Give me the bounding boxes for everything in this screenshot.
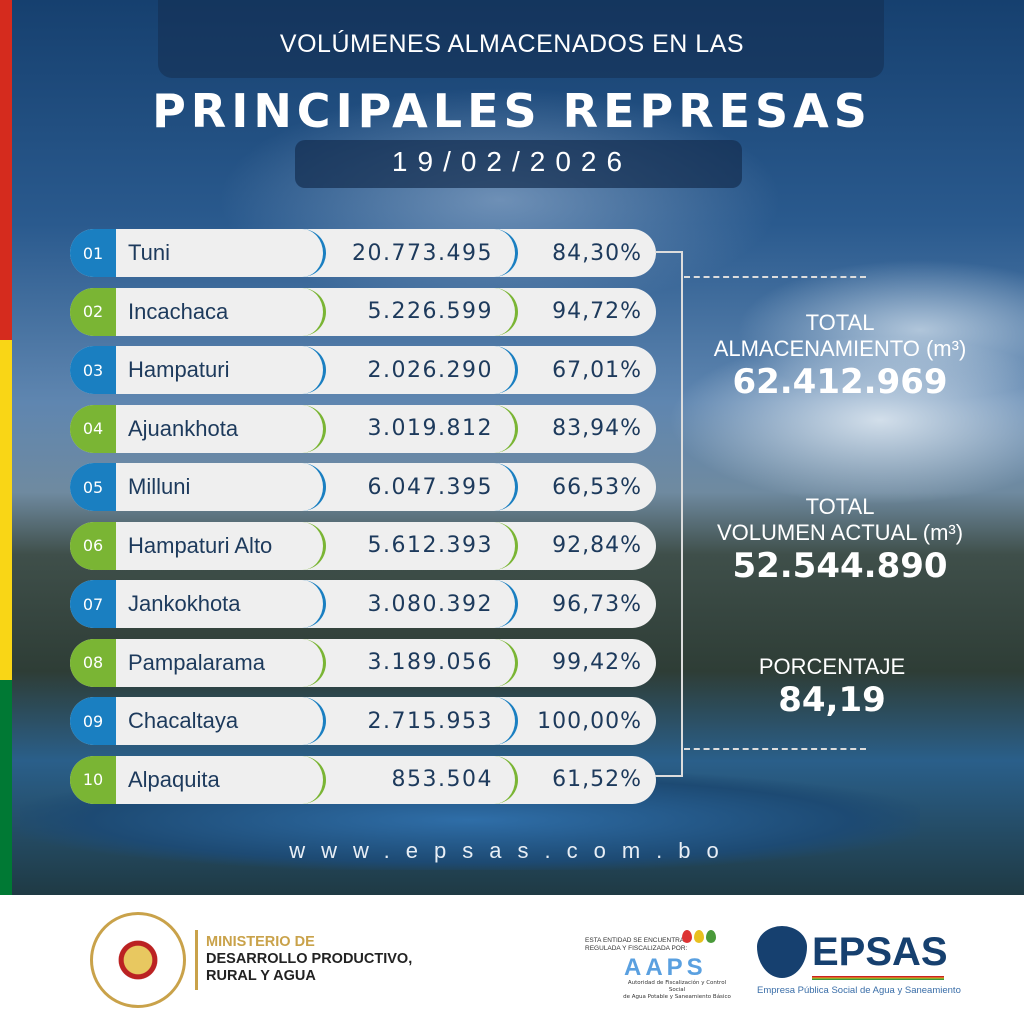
reservoir-name: Milluni bbox=[128, 463, 326, 511]
table-row: 08 Pampalarama 3.189.056 99,42% bbox=[70, 638, 656, 687]
total-storage-value: 62.412.969 bbox=[732, 362, 948, 402]
reservoir-percent: 61,52% bbox=[552, 767, 642, 792]
aaps-logo: AAPS bbox=[624, 954, 707, 981]
ministry-line-1: MINISTERIO DE bbox=[206, 934, 315, 950]
divider bbox=[195, 930, 198, 990]
row-number: 06 bbox=[70, 521, 116, 570]
aaps-caption-2: REGULADA Y FISCALIZADA POR: bbox=[585, 945, 688, 952]
reservoir-percent: 92,84% bbox=[552, 533, 642, 558]
aaps-description: Autoridad de Fiscalización y Control Soc… bbox=[622, 980, 732, 1001]
row-number: 02 bbox=[70, 287, 116, 336]
subtitle: VOLÚMENES ALMACENADOS EN LAS bbox=[279, 30, 745, 58]
total-volume: TOTAL VOLUMEN ACTUAL (m³) 52.544.890 bbox=[680, 494, 1000, 586]
ministry-line-3: RURAL Y AGUA bbox=[206, 968, 316, 984]
water-drop-icon bbox=[757, 926, 807, 978]
reservoir-name: Jankokhota bbox=[128, 580, 326, 628]
date-box bbox=[295, 140, 742, 188]
reservoir-percent: 66,53% bbox=[552, 474, 642, 500]
website-link[interactable]: www.epsas.com.bo bbox=[289, 838, 735, 863]
row-number: 10 bbox=[70, 755, 116, 804]
aaps-desc-2: de Agua Potable y Saneamiento Básico bbox=[623, 994, 731, 1000]
total-volume-value: 52.544.890 bbox=[732, 546, 948, 586]
percentage: PORCENTAJE 84,19 bbox=[672, 654, 992, 720]
row-number: 08 bbox=[70, 638, 116, 687]
row-number: 05 bbox=[70, 463, 116, 511]
row-number: 07 bbox=[70, 580, 116, 628]
flag-stripe-green bbox=[0, 680, 12, 895]
table-row: 02 Incachaca 5.226.599 94,72% bbox=[70, 287, 656, 336]
row-number: 01 bbox=[70, 229, 116, 277]
bracket-line bbox=[655, 251, 683, 777]
table-row: 04 Ajuankhota 3.019.812 83,94% bbox=[70, 404, 656, 453]
table-row: 09 Chacaltaya 2.715.953 100,00% bbox=[70, 697, 656, 745]
reservoir-volume: 853.504 bbox=[326, 755, 518, 804]
reservoir-percent: 84,30% bbox=[552, 240, 642, 266]
epsas-logo: EPSAS bbox=[812, 930, 948, 974]
aaps-desc-1: Autoridad de Fiscalización y Control Soc… bbox=[627, 980, 727, 993]
date: 19/02/2026 bbox=[391, 146, 633, 177]
epsas-flag-bar bbox=[812, 976, 944, 980]
table-row: 01 Tuni 20.773.495 84,30% bbox=[70, 229, 656, 277]
ministry-line-2: DESARROLLO PRODUCTIVO, bbox=[206, 951, 413, 967]
divider bbox=[684, 748, 866, 750]
table-row: 05 Milluni 6.047.395 66,53% bbox=[70, 463, 656, 511]
table-row: 10 Alpaquita 853.504 61,52% bbox=[70, 755, 656, 804]
reservoir-volume: 3.019.812 bbox=[326, 404, 518, 453]
row-number: 04 bbox=[70, 404, 116, 453]
row-number: 03 bbox=[70, 346, 116, 394]
page-title: PRINCIPALES REPRESAS bbox=[152, 84, 872, 138]
title-box bbox=[158, 0, 884, 78]
aaps-caption-1: ESTA ENTIDAD SE ENCUENTRA bbox=[585, 937, 685, 944]
total-storage-label-2: ALMACENAMIENTO (m³) bbox=[713, 336, 967, 361]
reservoir-percent: 67,01% bbox=[552, 357, 642, 383]
reservoir-percent: 96,73% bbox=[552, 591, 642, 617]
reservoir-name: Tuni bbox=[128, 229, 326, 277]
reservoir-name: Hampaturi bbox=[128, 346, 326, 394]
table-row: 03 Hampaturi 2.026.290 67,01% bbox=[70, 346, 656, 394]
reservoir-name: Chacaltaya bbox=[128, 697, 326, 745]
reservoir-name: Incachaca bbox=[128, 287, 326, 336]
reservoir-percent: 99,42% bbox=[552, 650, 642, 675]
total-volume-label: TOTAL bbox=[805, 494, 875, 519]
table-row: 07 Jankokhota 3.080.392 96,73% bbox=[70, 580, 656, 628]
reservoir-name: Pampalarama bbox=[128, 638, 326, 687]
reservoir-name: Alpaquita bbox=[128, 755, 326, 804]
total-storage-label: TOTAL bbox=[805, 310, 875, 335]
reservoir-volume: 3.080.392 bbox=[326, 580, 518, 628]
reservoir-percent: 100,00% bbox=[537, 708, 642, 734]
reservoir-volume: 20.773.495 bbox=[326, 229, 518, 277]
reservoir-volume: 5.612.393 bbox=[326, 521, 518, 570]
total-volume-label-2: VOLUMEN ACTUAL (m³) bbox=[716, 520, 964, 545]
row-number: 09 bbox=[70, 697, 116, 745]
reservoir-name: Ajuankhota bbox=[128, 404, 326, 453]
reservoir-percent: 83,94% bbox=[552, 416, 642, 441]
percentage-value: 84,19 bbox=[778, 680, 886, 720]
reservoir-percent: 94,72% bbox=[552, 299, 642, 324]
flag-stripe-yellow bbox=[0, 340, 12, 680]
reservoir-volume: 2.026.290 bbox=[326, 346, 518, 394]
reservoir-name: Hampaturi Alto bbox=[128, 521, 326, 570]
ministry-logo-text: MINISTERIO DE DESARROLLO PRODUCTIVO, RUR… bbox=[206, 934, 412, 985]
epsas-description: Empresa Pública Social de Agua y Saneami… bbox=[757, 985, 961, 996]
reservoir-volume: 3.189.056 bbox=[326, 638, 518, 687]
reservoir-volume: 6.047.395 bbox=[326, 463, 518, 511]
bolivia-seal-logo bbox=[90, 912, 186, 1008]
reservoir-volume: 2.715.953 bbox=[326, 697, 518, 745]
table-row: 06 Hampaturi Alto 5.612.393 92,84% bbox=[70, 521, 656, 570]
percentage-label: PORCENTAJE bbox=[758, 654, 906, 679]
aaps-drops-icon bbox=[682, 930, 716, 943]
divider bbox=[684, 276, 866, 278]
flag-stripe-red bbox=[0, 0, 12, 340]
reservoir-volume: 5.226.599 bbox=[326, 287, 518, 336]
total-storage: TOTAL ALMACENAMIENTO (m³) 62.412.969 bbox=[680, 310, 1000, 402]
aaps-caption: ESTA ENTIDAD SE ENCUENTRA REGULADA Y FISC… bbox=[585, 937, 687, 953]
